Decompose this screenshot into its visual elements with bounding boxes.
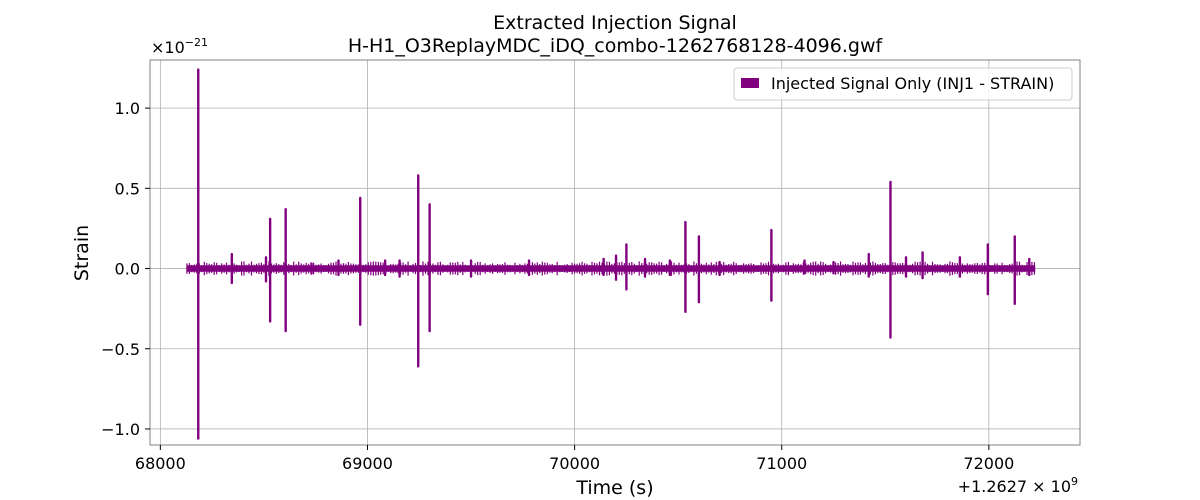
x-tick-label: 70000 bbox=[549, 454, 600, 473]
y-tick-label: 0.5 bbox=[115, 179, 140, 198]
x-axis-label: Time (s) bbox=[575, 477, 653, 499]
plot-frame bbox=[149, 59, 1081, 446]
y-tick-label: 1.0 bbox=[115, 99, 140, 118]
y-tick-label: −0.5 bbox=[101, 340, 140, 359]
legend-box bbox=[733, 67, 1073, 101]
legend: Injected Signal Only (INJ1 - STRAIN) bbox=[733, 67, 1073, 101]
y-axis-label: Strain bbox=[71, 225, 93, 281]
x-tick-label: 69000 bbox=[342, 454, 393, 473]
chart-subtitle: H-H1_O3ReplayMDC_iDQ_combo-1262768128-40… bbox=[348, 35, 884, 57]
legend-label: Injected Signal Only (INJ1 - STRAIN) bbox=[771, 74, 1054, 93]
legend-swatch bbox=[741, 78, 759, 88]
y-tick-label: −1.0 bbox=[101, 420, 140, 439]
x-offset-text: +1.2627 × 109 bbox=[958, 475, 1078, 496]
axis-ticks: 68000 69000 70000 71000 72000 −1.0 −0.5 0.0 0.5 1… bbox=[101, 99, 1014, 473]
grid-lines bbox=[150, 60, 1080, 445]
chart-title: Extracted Injection Signal bbox=[493, 12, 737, 34]
x-tick-label: 72000 bbox=[963, 454, 1014, 473]
signal-series bbox=[186, 68, 1036, 440]
y-scale-text: ×10−21 bbox=[151, 36, 208, 57]
y-tick-label: 0.0 bbox=[115, 260, 140, 279]
x-tick-label: 68000 bbox=[135, 454, 186, 473]
signal-baseline bbox=[186, 265, 1036, 272]
x-tick-label: 71000 bbox=[756, 454, 807, 473]
